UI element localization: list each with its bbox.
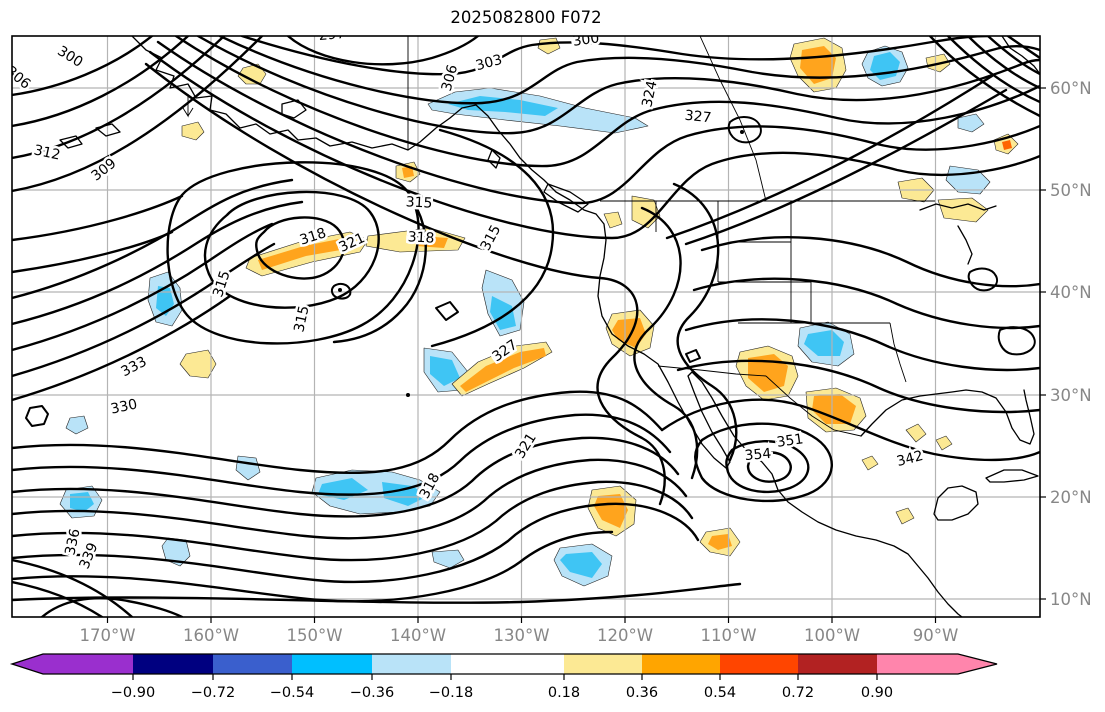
contour-label: 315 (478, 222, 505, 253)
plot-frame (11, 35, 1041, 618)
lat-tick-label: 30°N (1050, 386, 1092, 405)
colorbar-segment (642, 654, 720, 674)
colorbar-tick-label: −0.54 (270, 685, 314, 701)
lat-tick-label: 50°N (1050, 181, 1092, 200)
colorbar-tick-label: 0.90 (861, 685, 893, 701)
colorbar-tick-label: 0.72 (782, 685, 814, 701)
contour-label: 315 (405, 194, 433, 211)
colorbar-tick-label: −0.72 (191, 685, 235, 701)
colorbar-segment (43, 654, 133, 674)
colorbar-tick-label: 0.36 (626, 685, 658, 701)
lon-tick-label: 170°W (79, 626, 135, 645)
colorbar-left-arrow (12, 654, 43, 674)
colorbar-segment (451, 654, 564, 674)
plot-title: 2025082800 F072 (450, 8, 601, 27)
colorbar-segment (213, 654, 292, 674)
colorbar-segment (720, 654, 798, 674)
colorbar-tick-label: −0.18 (429, 685, 473, 701)
colorbar-tick-label: −0.90 (111, 685, 155, 701)
lat-tick-label: 40°N (1050, 283, 1092, 302)
contour-label: 300 (54, 43, 85, 71)
anomaly-shading (59, 37, 1019, 587)
wind-marker-icon (182, 94, 194, 118)
contour-lines (12, 36, 1040, 617)
lon-tick-label: 140°W (390, 626, 446, 645)
lat-tick-label: 60°N (1050, 79, 1092, 98)
contour-label: 300 (572, 30, 601, 50)
contour-label: 330 (109, 396, 138, 417)
lat-tick-label: 20°N (1050, 488, 1092, 507)
contour-label: 327 (684, 108, 712, 127)
colorbar-tick-label: 0.54 (704, 685, 736, 701)
colorbar-segment (372, 654, 451, 674)
colorbar-segment (292, 654, 372, 674)
lon-tick-label: 100°W (804, 626, 860, 645)
colorbar-tick-label: −0.36 (350, 685, 394, 701)
colorbar-segment (877, 654, 958, 674)
contour-label: 303 (474, 52, 504, 74)
colorbar-tick-label: 0.18 (548, 685, 580, 701)
contour-label: 354 (744, 446, 772, 464)
lon-tick-label: 130°W (493, 626, 549, 645)
colorbar-segment (133, 654, 213, 674)
colorbar-outline (9, 653, 998, 675)
contour-label: 315 (291, 304, 312, 333)
colorbar-segment (564, 654, 642, 674)
contour-label: 318 (407, 229, 435, 246)
colorbar-right-arrow (958, 654, 997, 674)
lat-tick-label: 10°N (1050, 590, 1092, 609)
lon-tick-label: 120°W (597, 626, 653, 645)
lon-tick-label: 90°W (913, 626, 959, 645)
colorbar-segment (798, 654, 877, 674)
contour-label: 342 (895, 448, 925, 470)
contour-label: 324 (639, 79, 660, 109)
contour-label: 351 (776, 431, 805, 451)
lon-axis-labels: 170°W 160°W 150°W 140°W 130°W 120°W 110°W 100°W… (79, 617, 958, 645)
contour-label: 309 (89, 155, 120, 184)
colorbar: −0.90 −0.72 −0.54 −0.36 −0.18 0.18 0.36 0.54 0.7… (9, 653, 998, 701)
contour-label: 336 (62, 527, 83, 557)
lon-tick-label: 110°W (700, 626, 756, 645)
lat-axis-labels: 60°N 50°N 40°N 30°N 20°N 10°N (1040, 79, 1092, 609)
lon-tick-label: 150°W (286, 626, 342, 645)
lon-tick-label: 160°W (183, 626, 239, 645)
contour-label: 297 (318, 26, 346, 44)
